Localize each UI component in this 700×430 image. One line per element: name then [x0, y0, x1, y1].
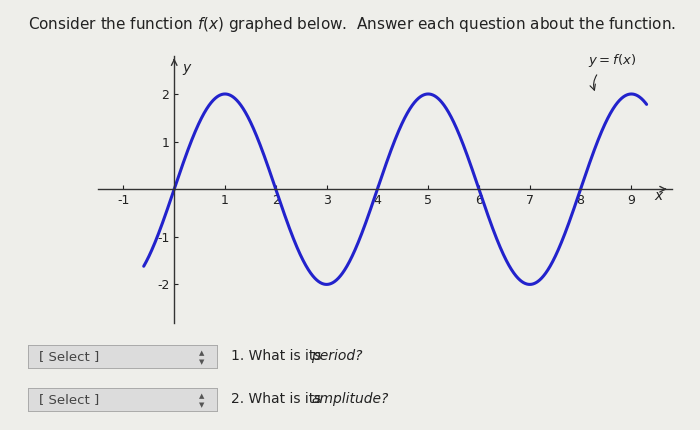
Text: [ Select ]: [ Select ] [39, 350, 99, 363]
Text: 2. What is its: 2. What is its [231, 393, 326, 406]
Text: amplitude?: amplitude? [312, 393, 389, 406]
Text: $y$: $y$ [182, 61, 192, 77]
Text: ▲: ▲ [199, 393, 204, 399]
Text: ▼: ▼ [199, 402, 204, 408]
Text: $y = f(x)$: $y = f(x)$ [588, 52, 636, 70]
Text: Consider the function $f(x)$ graphed below.  Answer each question about the func: Consider the function $f(x)$ graphed bel… [28, 15, 676, 34]
Text: ▲: ▲ [199, 350, 204, 356]
Text: period?: period? [312, 350, 363, 363]
Text: $x$: $x$ [654, 189, 664, 203]
Text: 1. What is its: 1. What is its [231, 350, 326, 363]
Text: ▼: ▼ [199, 359, 204, 365]
Text: [ Select ]: [ Select ] [39, 393, 99, 406]
